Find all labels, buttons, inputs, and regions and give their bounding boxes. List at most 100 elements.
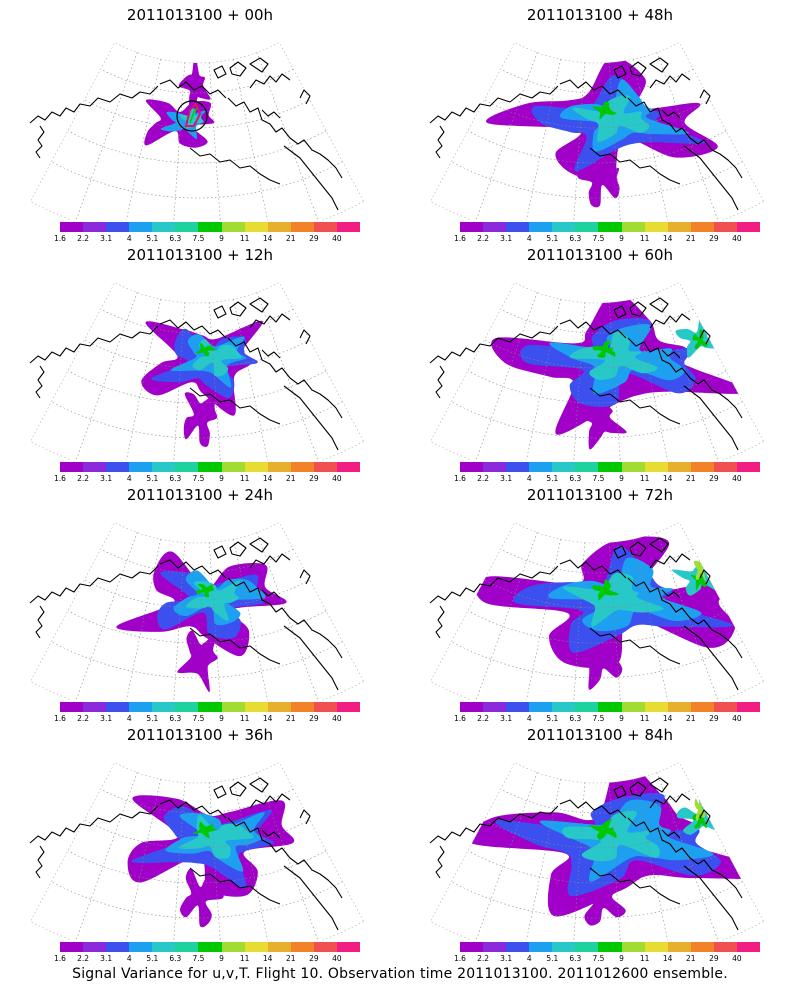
colorbar-swatch [244,942,268,952]
map-panel: 2011013100 + 60h 1.6 2.2 3.1 4 5.1 6.3 7.5 9 11 14… [400,240,800,483]
map-panel: 2011013100 + 24h 1.6 2.2 3.1 4 5.1 6.3 7.5 9 11 14… [0,480,400,723]
graticule [51,292,343,460]
colorbar-tick-label: 6.3 [569,954,582,963]
colorbar-tick-label: 4 [526,474,532,483]
panel-title: 2011013100 + 60h [526,246,674,264]
colorbar-tick-label: 14 [662,954,673,963]
colorbar-swatch [529,942,553,952]
colorbar-swatch [736,942,761,952]
variance-contour [692,809,707,829]
colorbar-swatch [313,942,337,952]
colorbar-labels: 1.6 2.2 3.1 4 5.1 6.3 7.5 9 11 14 21 29 40 [54,714,360,724]
variance-contour [592,101,617,120]
colorbar-swatch [552,942,576,952]
colorbar-tick-label: 7.5 [592,714,605,723]
colorbar-tick-label: 14 [262,234,273,243]
colorbar-swatch [667,702,691,712]
conic-map [429,522,765,700]
colorbar-tick-label: 1.6 [454,714,466,723]
coastlines [429,57,743,211]
colorbar [60,222,361,232]
colorbar-swatch [667,222,691,232]
colorbar-tick-label: 9 [219,714,224,723]
colorbar-swatch [621,462,645,472]
colorbar-swatch [644,222,668,232]
colorbar-swatch [552,702,576,712]
panel-title: 2011013100 + 36h [126,726,274,744]
colorbar-tick-label: 29 [309,474,319,483]
variance-contour [195,342,216,357]
colorbar-tick-label: 3.1 [500,714,513,723]
colorbar-tick-label: 14 [662,234,673,243]
variance-contour [185,580,241,621]
coastlines [429,777,743,931]
colorbar-tick-label: 6.3 [169,714,182,723]
colorbar-swatch [198,222,222,232]
colorbar-tick-label: 4 [526,234,532,243]
colorbar-labels: 1.6 2.2 3.1 4 5.1 6.3 7.5 9 11 14 21 29 40 [454,474,760,484]
colorbar-swatch [575,942,599,952]
variance-contour [592,340,616,358]
colorbar-tick-label: 6.3 [169,234,182,243]
colorbar-tick-label: 7.5 [592,474,605,483]
variance-contour [592,579,619,601]
variance-contour [575,381,627,450]
variance-shading [127,795,295,928]
colorbar-tick-label: 3.1 [100,474,113,483]
colorbar [60,462,361,472]
colorbar-swatch [598,222,622,232]
coastlines [429,297,743,451]
coastlines [29,297,343,451]
colorbar-swatch [667,942,691,952]
colorbar-tick-label: 5.1 [146,714,159,723]
colorbar-swatch [313,462,337,472]
colorbar-swatch [267,702,291,712]
colorbar-tick-label: 7.5 [192,714,205,723]
colorbar-tick-label: 14 [662,714,673,723]
map-border [29,282,365,460]
colorbar-swatch [529,462,553,472]
colorbar-tick-label: 5.1 [546,234,559,243]
colorbar-tick-label: 7.5 [192,474,205,483]
conic-map [429,762,765,940]
colorbar-tick-label: 4 [526,714,532,723]
colorbar-tick-label: 40 [732,234,742,243]
colorbar-swatch [460,222,484,232]
colorbar-tick-label: 4 [126,954,132,963]
colorbar-swatch [267,222,291,232]
variance-shading [491,291,752,450]
colorbar-swatch [244,462,268,472]
colorbar-swatch [221,222,245,232]
colorbar-labels: 1.6 2.2 3.1 4 5.1 6.3 7.5 9 11 14 21 29 40 [454,234,760,244]
colorbar [460,702,761,712]
colorbar-swatch [129,702,153,712]
variance-contour [572,627,623,690]
colorbar-tick-label: 6.3 [569,474,582,483]
colorbar-swatch [552,462,576,472]
graticule [51,52,343,220]
colorbar-swatch [129,222,153,232]
colorbar-tick-label: 29 [709,474,719,483]
colorbar-swatch [506,702,530,712]
colorbar-tick-label: 4 [126,714,132,723]
colorbar-swatch [713,942,737,952]
colorbar-tick-label: 11 [239,234,250,243]
colorbar-tick-label: 7.5 [592,234,605,243]
colorbar-swatch [336,702,361,712]
colorbar-tick-label: 2.2 [477,474,490,483]
colorbar-swatch [267,942,291,952]
colorbar [460,462,761,472]
colorbar-tick-label: 3.1 [500,474,513,483]
variance-shading [116,551,287,693]
colorbar-swatch [483,702,507,712]
colorbar [60,942,361,952]
colorbar-swatch [60,702,84,712]
colorbar-tick-label: 11 [239,954,250,963]
colorbar-swatch [598,462,622,472]
colorbar-tick-label: 1.6 [54,234,66,243]
panel-title: 2011013100 + 00h [126,6,274,24]
colorbar-tick-label: 2.2 [77,234,90,243]
colorbar-tick-label: 6.3 [169,954,182,963]
colorbar-tick-label: 21 [285,474,296,483]
panel-title: 2011013100 + 84h [526,726,674,744]
